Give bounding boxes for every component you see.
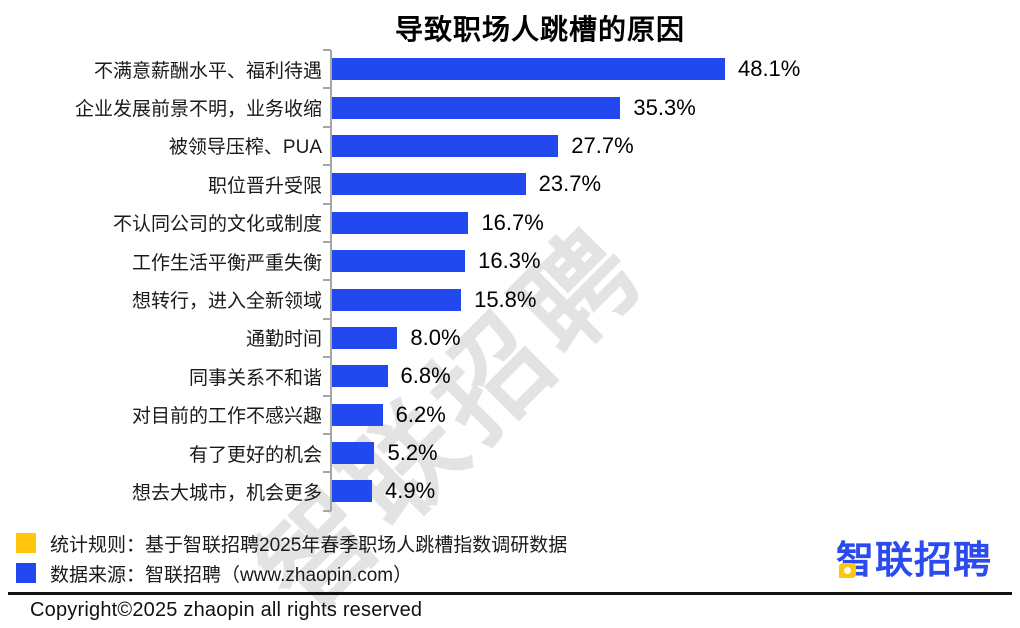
bar-row: 不满意薪酬水平、福利待遇 48.1% <box>0 48 1020 89</box>
bar <box>332 58 725 81</box>
zhaopin-logo: 智联招聘 <box>836 538 992 584</box>
value-label: 4.9% <box>385 478 436 504</box>
category-label: 想去大城市，机会更多 <box>131 482 322 504</box>
value-label: 23.7% <box>538 171 602 197</box>
legend-swatch <box>16 563 36 583</box>
bar-row: 有了更好的机会 5.2% <box>0 432 1020 473</box>
plot-area: 6.8% <box>323 356 1020 396</box>
bar <box>332 442 375 465</box>
category-label: 通勤时间 <box>245 329 322 351</box>
bar <box>332 326 398 349</box>
legend-swatch <box>16 533 36 553</box>
copyright-text: Copyright©2025 zhaopin all rights reserv… <box>30 599 423 621</box>
bar <box>332 403 383 426</box>
category-label: 企业发展前景不明，业务收缩 <box>74 99 322 121</box>
bar-row: 同事关系不和谐 6.8% <box>0 356 1020 396</box>
footer-divider <box>8 592 1012 595</box>
category-label: 有了更好的机会 <box>188 444 322 466</box>
bar-row: 想去大城市，机会更多 4.9% <box>0 471 1020 513</box>
value-label: 16.3% <box>478 248 541 274</box>
value-label: 8.0% <box>410 324 461 350</box>
logo-bubble-icon <box>838 563 856 578</box>
chart-title: 导致职场人跳槽的原因 <box>394 14 685 45</box>
legend-label: 数据来源：智联招聘（www.zhaopin.com） <box>50 564 413 586</box>
bar <box>332 288 462 311</box>
value-label: 27.7% <box>571 132 634 158</box>
bar <box>332 480 373 503</box>
plot-area: 27.7% <box>323 125 1020 166</box>
bar-chart: 智联招聘 不满意薪酬水平、福利待遇 48.1% 企业发展前景不明，业务收缩 35.3%… <box>0 48 1020 628</box>
bar-row: 对目前的工作不感兴趣 6.2% <box>0 394 1020 434</box>
bar <box>332 365 388 388</box>
plot-area: 35.3% <box>323 87 1020 127</box>
category-label: 工作生活平衡严重失衡 <box>131 252 322 274</box>
bar-row: 职位晋升受限 23.7% <box>0 164 1020 204</box>
legend-label: 统计规则：基于智联招聘2025年春季职场人跳槽指数调研数据 <box>50 534 568 556</box>
bar-row: 工作生活平衡严重失衡 16.3% <box>0 240 1020 281</box>
bar <box>332 134 559 157</box>
bar-row: 不认同公司的文化或制度 16.7% <box>0 202 1020 242</box>
value-label: 16.7% <box>481 209 544 235</box>
plot-area: 4.9% <box>323 471 1020 513</box>
bar-row: 被领导压榨、PUA 27.7% <box>0 125 1020 166</box>
logo-text: 智联招聘 <box>835 540 992 582</box>
category-label: 不认同公司的文化或制度 <box>112 214 322 236</box>
legend: 统计规则：基于智联招聘2025年春季职场人跳槽指数调研数据 数据来源：智联招聘（w… <box>16 528 567 588</box>
bar-rows: 不满意薪酬水平、福利待遇 48.1% 企业发展前景不明，业务收缩 35.3% 被领导压榨… <box>0 48 1020 513</box>
bar <box>332 211 469 234</box>
plot-area: 48.1% <box>323 48 1020 89</box>
category-label: 被领导压榨、PUA <box>168 137 322 159</box>
plot-area: 6.2% <box>323 394 1020 434</box>
legend-row: 统计规则：基于智联招聘2025年春季职场人跳槽指数调研数据 <box>16 528 567 558</box>
value-label: 5.2% <box>387 440 438 466</box>
plot-area: 23.7% <box>323 164 1020 204</box>
bar-row: 想转行，进入全新领域 15.8% <box>0 279 1020 319</box>
plot-area: 16.3% <box>323 240 1020 281</box>
bar-row: 企业发展前景不明，业务收缩 35.3% <box>0 87 1020 127</box>
plot-area: 15.8% <box>323 279 1020 319</box>
plot-area: 8.0% <box>323 317 1020 358</box>
plot-area: 5.2% <box>323 432 1020 473</box>
value-label: 35.3% <box>633 94 696 120</box>
category-label: 不满意薪酬水平、福利待遇 <box>93 60 322 82</box>
legend-row: 数据来源：智联招聘（www.zhaopin.com） <box>16 558 567 588</box>
value-label: 6.2% <box>395 401 446 427</box>
bar-row: 通勤时间 8.0% <box>0 317 1020 358</box>
bar <box>332 173 526 196</box>
value-label: 48.1% <box>737 56 801 82</box>
category-label: 想转行，进入全新领域 <box>131 291 322 313</box>
category-label: 对目前的工作不感兴趣 <box>131 406 322 428</box>
value-label: 6.8% <box>400 363 451 389</box>
plot-area: 16.7% <box>323 202 1020 242</box>
category-label: 同事关系不和谐 <box>188 367 322 389</box>
category-label: 职位晋升受限 <box>207 175 322 197</box>
bar <box>332 96 621 119</box>
bar <box>332 250 466 273</box>
value-label: 15.8% <box>474 286 537 312</box>
